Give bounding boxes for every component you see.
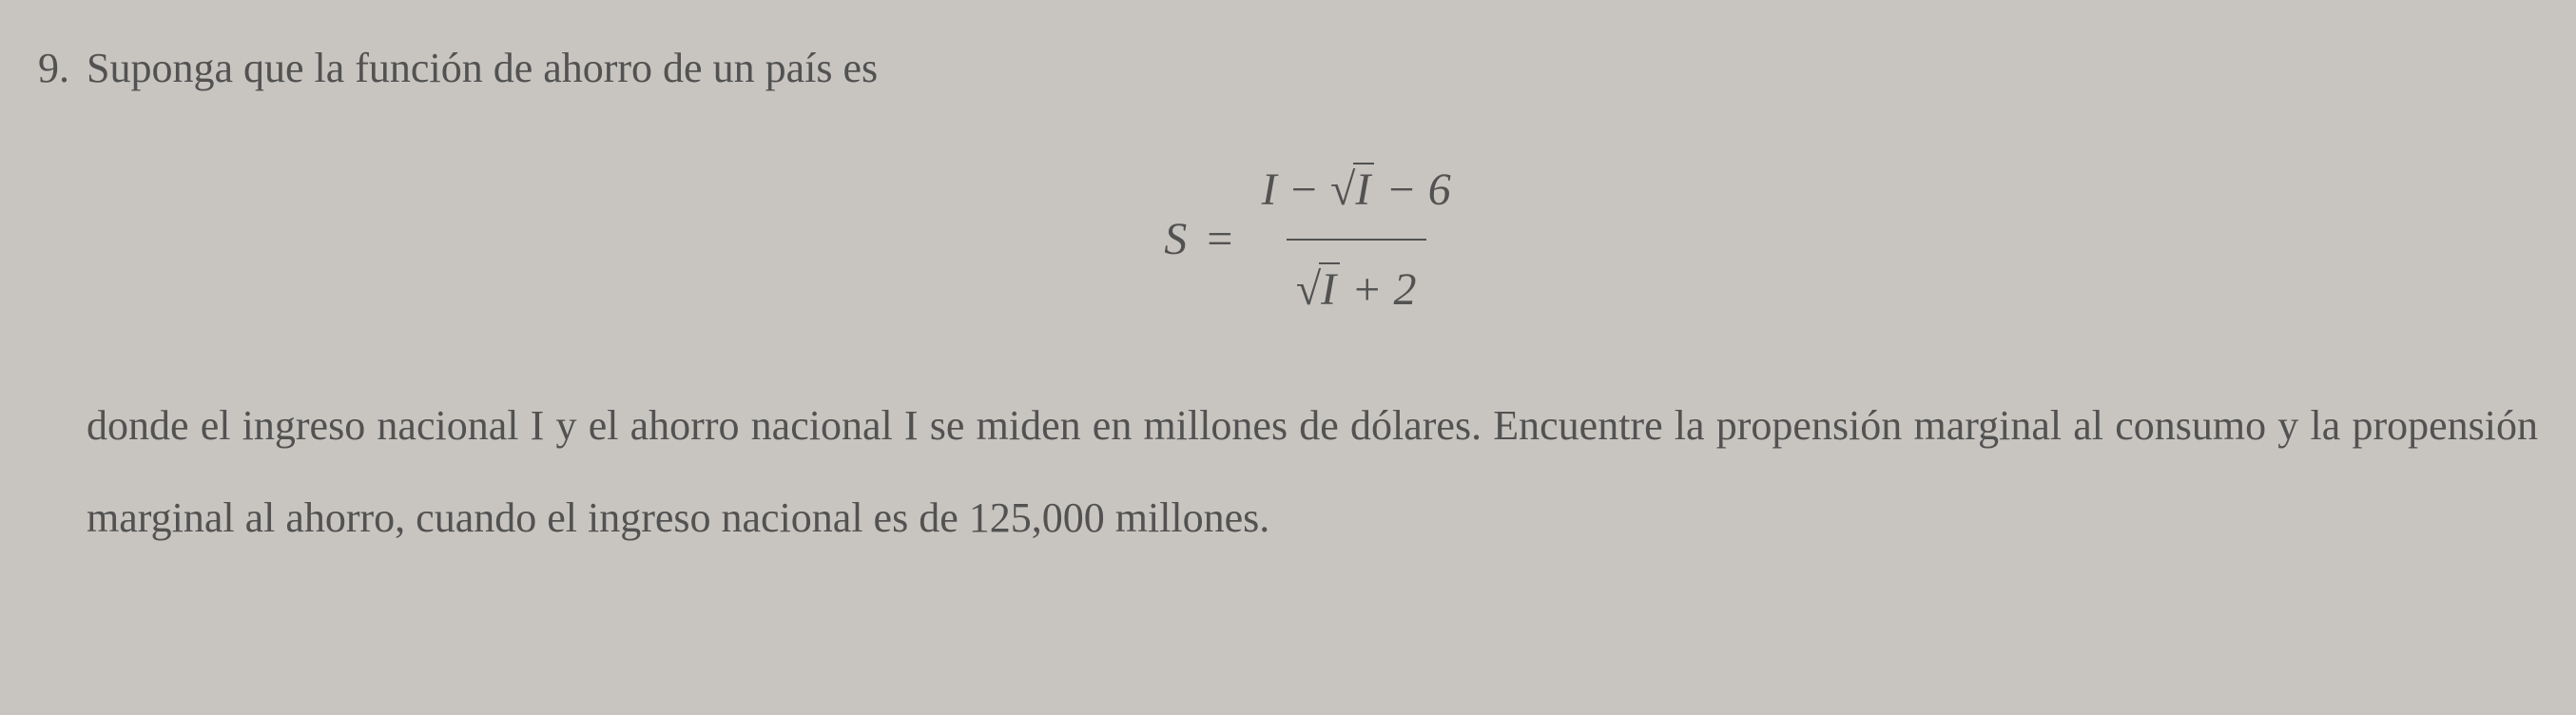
problem-intro: Suponga que la función de ahorro de un p… — [87, 29, 2538, 108]
numerator-radicand: I — [1353, 163, 1374, 215]
problem-container: 9. Suponga que la función de ahorro de u… — [38, 29, 2538, 565]
equation-lhs: S — [1164, 196, 1187, 282]
sqrt-symbol: √ — [1330, 164, 1355, 215]
problem-description: donde el ingreso nacional I y el ahorro … — [87, 380, 2538, 565]
equation-denominator: √I + 2 — [1287, 239, 1426, 333]
problem-content: Suponga que la función de ahorro de un p… — [87, 29, 2538, 565]
equation-numerator: I − √I − 6 — [1252, 146, 1461, 239]
denominator-radicand: I — [1319, 262, 1340, 315]
denominator-sqrt: √I — [1296, 246, 1340, 333]
equation-fraction: I − √I − 6 √I + 2 — [1252, 146, 1461, 333]
equation-equals: = — [1204, 196, 1234, 282]
numerator-sqrt: √I — [1330, 146, 1374, 233]
problem-number: 9. — [38, 29, 69, 108]
numerator-prefix: I − — [1262, 164, 1330, 215]
numerator-suffix: − 6 — [1374, 164, 1450, 215]
equation: S = I − √I − 6 √I + 2 — [1164, 146, 1460, 333]
denominator-suffix: + 2 — [1340, 264, 1416, 315]
equation-block: S = I − √I − 6 √I + 2 — [87, 146, 2538, 333]
sqrt-symbol: √ — [1296, 264, 1321, 315]
